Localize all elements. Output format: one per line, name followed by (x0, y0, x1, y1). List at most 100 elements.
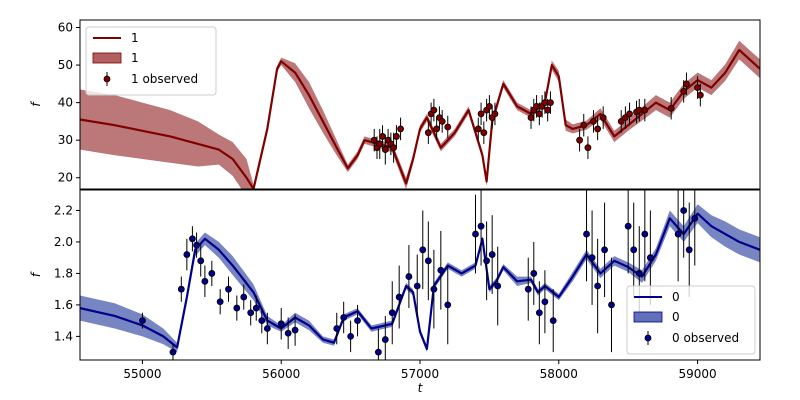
top-observed-marker (580, 121, 588, 129)
top-observed-marker (635, 106, 643, 114)
top-observed-point (491, 102, 499, 126)
bot-observed-point (419, 210, 427, 290)
top-observed-marker (584, 144, 592, 152)
bot-observed-point (340, 301, 348, 334)
xtick-label: 56000 (262, 367, 300, 381)
bottom-y-ticks: 1.4 1.6 1.8 2.0 2.2 (54, 203, 80, 343)
bot-observed-point (541, 270, 549, 334)
bot-observed-marker (252, 304, 260, 312)
top-observed-point (641, 98, 649, 122)
top-observed-point (397, 117, 404, 141)
bot-observed-marker (430, 285, 438, 293)
top-observed-point (376, 128, 384, 159)
bot-observed-point (240, 284, 248, 310)
bot-observed-point (488, 215, 496, 294)
xtick-label: 58000 (540, 367, 578, 381)
bot-observed-marker (340, 314, 348, 321)
bot-observed-point (608, 257, 615, 353)
bot-observed-point (193, 232, 200, 258)
xtick-label: 57000 (401, 367, 439, 381)
bot-observed-point (225, 276, 232, 302)
bot-observed-marker (608, 301, 615, 309)
bot-observed-marker (395, 293, 403, 301)
bot-observed-point (247, 300, 255, 326)
bot-observed-point (139, 312, 146, 329)
bot-observed-marker (388, 309, 396, 317)
top-observed-point (590, 110, 597, 133)
bot-observed-marker (674, 230, 682, 238)
top-y-axis-label: f (29, 101, 43, 107)
bot-observed-point (588, 210, 596, 305)
bot-observed-point (444, 265, 452, 345)
bot-observed-marker (208, 270, 216, 277)
top-observed-marker (617, 118, 625, 125)
bot-observed-marker (381, 336, 389, 343)
bot-observed-marker (139, 317, 146, 325)
bot-observed-marker (472, 230, 479, 238)
top-observed-marker (390, 144, 398, 152)
top-legend-observed-label: 1 observed (131, 72, 198, 86)
top-observed-marker (696, 91, 704, 99)
bot-observed-marker (233, 304, 241, 312)
bot-observed-point (405, 245, 413, 309)
top-y-ticks: 20 30 40 50 60 (58, 21, 80, 185)
bot-observed-marker (354, 317, 361, 325)
bot-observed-point (601, 202, 608, 298)
top-observed-marker (433, 125, 441, 133)
bot-observed-marker (691, 214, 699, 222)
bot-observed-marker (630, 246, 638, 254)
top-observed-marker (397, 125, 404, 133)
bot-observed-marker (183, 251, 191, 258)
bottom-legend-box (626, 285, 756, 355)
bottom-legend-band-label: 0 (672, 310, 680, 324)
bot-observed-point (674, 190, 682, 282)
bot-observed-marker (169, 348, 177, 356)
top-observed-marker (381, 146, 389, 153)
bot-ytick-label: 2.0 (54, 235, 73, 249)
top-ytick-label: 50 (58, 58, 73, 72)
top-observed-marker (376, 140, 384, 148)
bot-observed-point (291, 314, 299, 346)
bot-observed-marker (197, 257, 205, 265)
top-observed-marker (485, 102, 493, 110)
bot-observed-point (483, 221, 491, 301)
top-observed-point (477, 102, 485, 126)
top-observed-marker (576, 136, 583, 144)
top-observed-marker (667, 104, 675, 112)
bottom-panel: 1.4 1.6 1.8 2.0 2.2 55000 56000 57000 58000 5900… (29, 189, 761, 395)
top-observed-marker (680, 87, 688, 95)
bot-observed-point (388, 281, 396, 345)
bot-observed-marker (641, 230, 649, 238)
bot-observed-marker (583, 230, 590, 238)
top-observed-point (617, 110, 625, 133)
top-observed-point (424, 121, 432, 144)
bot-observed-point (201, 265, 209, 298)
top-observed-marker (641, 106, 649, 114)
top-observed-marker (590, 118, 597, 125)
bot-observed-marker (680, 207, 688, 214)
top-observed-point (438, 110, 446, 133)
top-observed-marker (424, 129, 432, 137)
top-observed-point (444, 115, 452, 139)
bot-observed-point (535, 281, 543, 345)
top-legend-line-label: 1 (131, 31, 139, 45)
bot-observed-marker (494, 282, 502, 290)
bot-observed-marker (240, 293, 248, 301)
top-observed-marker (491, 110, 499, 118)
bot-observed-marker (177, 285, 185, 293)
bot-observed-point (354, 304, 361, 337)
top-observed-point (594, 117, 602, 141)
bottom-legend: 0 0 0 observed (626, 285, 756, 355)
bottom-legend-band-swatch (633, 311, 663, 323)
bot-observed-point (395, 265, 403, 329)
bot-observed-marker (413, 282, 421, 290)
bot-observed-marker (437, 266, 445, 274)
bot-observed-point (437, 230, 445, 310)
bot-observed-point (374, 328, 382, 360)
bot-observed-point (381, 315, 389, 360)
bot-observed-marker (419, 246, 427, 254)
bot-ytick-label: 1.4 (54, 329, 73, 343)
top-observed-marker (544, 106, 552, 114)
top-axes-frame (79, 19, 761, 190)
bot-observed-marker (488, 251, 496, 258)
